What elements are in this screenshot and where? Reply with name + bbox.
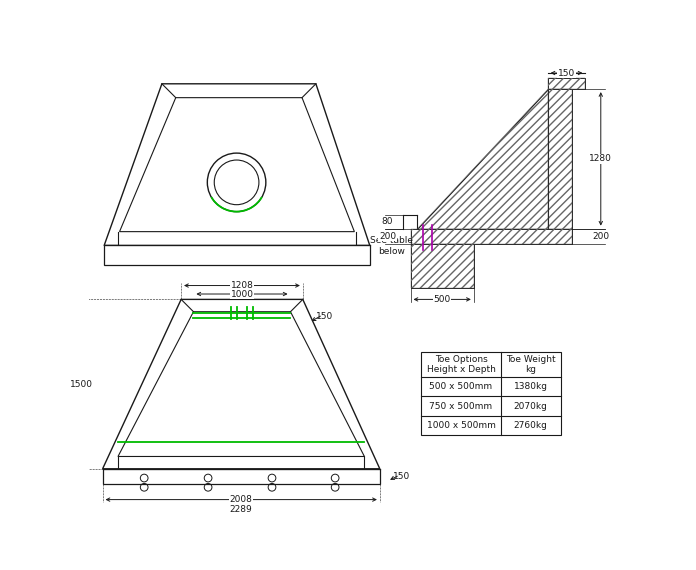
- Bar: [104, 246, 370, 264]
- Text: 80: 80: [381, 217, 393, 226]
- Text: Toe Weight
kg: Toe Weight kg: [506, 355, 555, 374]
- Text: 1208: 1208: [230, 281, 253, 290]
- Bar: [102, 469, 380, 484]
- Text: 200: 200: [379, 232, 396, 241]
- Text: 1500: 1500: [70, 380, 93, 389]
- Circle shape: [207, 153, 266, 211]
- Text: 1380kg: 1380kg: [514, 382, 548, 391]
- Text: 2760kg: 2760kg: [514, 421, 548, 430]
- Bar: [548, 78, 585, 89]
- Text: 150: 150: [393, 472, 410, 481]
- Text: 2289: 2289: [230, 505, 253, 514]
- Text: Toe Options
Height x Depth: Toe Options Height x Depth: [427, 355, 496, 374]
- Text: 150: 150: [558, 68, 575, 78]
- Text: 1000 x 500mm: 1000 x 500mm: [427, 421, 496, 430]
- Polygon shape: [118, 312, 365, 457]
- Polygon shape: [102, 299, 380, 469]
- Bar: [548, 89, 572, 229]
- Text: 2008: 2008: [230, 495, 253, 504]
- Text: 500 x 500mm: 500 x 500mm: [429, 382, 493, 391]
- Circle shape: [214, 160, 259, 205]
- Text: 200: 200: [592, 232, 610, 241]
- Polygon shape: [104, 84, 370, 246]
- Polygon shape: [120, 97, 354, 231]
- Polygon shape: [417, 89, 548, 229]
- Bar: [421, 352, 561, 435]
- Bar: [411, 244, 474, 288]
- Text: 2070kg: 2070kg: [514, 401, 548, 410]
- Text: 1280: 1280: [590, 154, 612, 164]
- Bar: [411, 229, 572, 244]
- Text: 750 x 500mm: 750 x 500mm: [429, 401, 493, 410]
- Bar: [548, 78, 585, 89]
- Bar: [411, 244, 474, 288]
- Text: See table
below: See table below: [370, 236, 413, 256]
- Text: 150: 150: [316, 312, 333, 321]
- Bar: [411, 229, 572, 244]
- Text: 500: 500: [434, 295, 451, 304]
- Text: 1000: 1000: [230, 290, 253, 299]
- Bar: [548, 89, 572, 229]
